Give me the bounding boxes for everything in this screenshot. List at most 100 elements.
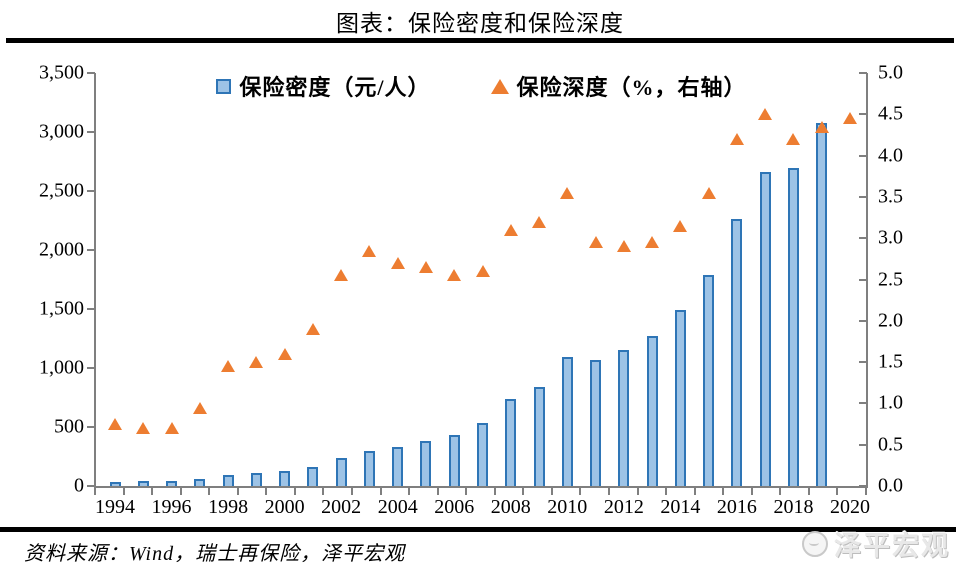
left-axis-tick-label: 2,000 — [39, 238, 84, 261]
right-axis-line — [866, 73, 868, 488]
left-axis-tick — [87, 367, 95, 369]
left-axis-tick-label: 1,000 — [39, 356, 84, 379]
x-axis-tick — [293, 488, 296, 495]
x-axis-tick-label: 2006 — [434, 496, 475, 518]
x-axis-tick — [94, 488, 96, 495]
density-bar — [561, 357, 573, 486]
x-axis-tick — [236, 488, 239, 495]
depth-marker — [418, 261, 433, 274]
zeping-logo-icon — [802, 530, 828, 557]
right-axis-tick-label: 5.0 — [878, 61, 903, 84]
depth-marker — [334, 269, 349, 282]
x-axis-tick — [122, 488, 125, 495]
depth-marker — [729, 133, 744, 146]
left-axis-tick-label: 2,500 — [39, 179, 84, 202]
depth-marker — [560, 186, 575, 199]
legend-item-depth: 保险深度（%，右轴） — [490, 70, 747, 102]
density-bar — [194, 478, 206, 486]
density-bar — [759, 172, 771, 486]
depth-marker — [221, 360, 236, 373]
density-bar — [477, 422, 488, 486]
right-axis-tick — [859, 237, 867, 240]
right-axis-tick-label: 3.0 — [878, 226, 903, 249]
density-bar — [109, 482, 121, 486]
depth-marker — [164, 422, 179, 435]
x-axis-tick — [836, 488, 839, 495]
right-axis-tick-label: 3.5 — [878, 185, 903, 208]
right-axis-tick — [859, 195, 867, 198]
x-axis-tick-label: 2020 — [830, 496, 870, 518]
x-axis-tick — [179, 488, 182, 495]
depth-marker — [532, 215, 547, 228]
source-note: 资料来源：Wind，瑞士再保险，泽平宏观 — [24, 543, 406, 565]
x-axis-tick — [351, 488, 353, 495]
watermark: 泽平宏观 — [802, 524, 950, 563]
x-axis-tick — [608, 488, 610, 495]
density-bar — [392, 447, 404, 486]
density-bar — [533, 386, 545, 486]
right-axis-tick — [859, 402, 867, 405]
depth-marker — [814, 120, 829, 133]
left-axis-tick — [87, 249, 95, 251]
depth-marker — [390, 256, 405, 269]
density-bar — [448, 435, 460, 486]
bottom-divider-line — [0, 527, 956, 532]
left-axis-tick — [87, 426, 95, 428]
density-bar — [674, 310, 686, 486]
depth-marker — [447, 269, 462, 282]
x-axis-tick — [550, 488, 553, 495]
top-divider-line — [6, 38, 954, 43]
x-axis-tick — [408, 488, 411, 495]
x-axis-tick — [465, 488, 468, 495]
depth-marker — [305, 323, 320, 336]
x-axis-tick — [579, 488, 582, 495]
depth-marker — [192, 401, 207, 414]
x-axis-tick — [208, 488, 211, 495]
depth-marker — [108, 418, 122, 431]
density-bar — [420, 441, 432, 486]
x-axis-tick — [322, 488, 325, 495]
density-bar — [279, 470, 291, 486]
x-axis-tick — [750, 488, 753, 495]
chart-title: 图表：保险密度和保险深度 — [336, 11, 624, 36]
depth-marker — [673, 219, 688, 232]
density-bar — [731, 219, 743, 486]
left-axis-tick — [87, 131, 95, 133]
right-axis-tick — [859, 485, 867, 487]
x-axis-tick — [379, 488, 382, 495]
x-axis-tick-label: 2014 — [660, 496, 701, 518]
right-axis-tick-label: 0.5 — [878, 433, 903, 456]
density-bar — [166, 480, 178, 486]
watermark-text: 泽平宏观 — [834, 531, 950, 561]
x-axis-tick — [636, 488, 639, 495]
depth-legend-label: 保险深度（%，右轴） — [516, 75, 747, 100]
depth-marker — [588, 236, 603, 249]
depth-marker — [249, 356, 264, 369]
depth-marker — [616, 240, 631, 253]
right-axis-tick — [859, 113, 867, 116]
x-axis-tick — [865, 488, 867, 495]
x-axis-tick-label: 1996 — [151, 496, 192, 518]
left-axis-tick — [87, 308, 95, 310]
right-axis-tick-label: 1.0 — [878, 391, 903, 414]
x-axis-tick — [151, 488, 154, 495]
x-axis-tick-label: 2012 — [603, 496, 644, 518]
right-axis-tick-label: 1.5 — [878, 350, 903, 373]
depth-marker — [786, 133, 801, 146]
left-axis-tick-label: 0 — [74, 474, 84, 497]
x-axis-tick-label: 2004 — [377, 496, 418, 518]
left-axis-line — [94, 73, 96, 488]
x-axis-tick — [493, 488, 496, 495]
depth-legend-swatch-icon — [490, 78, 509, 94]
x-axis-tick — [665, 488, 668, 495]
density-bar — [816, 122, 828, 486]
x-axis-tick — [436, 488, 439, 495]
density-bar — [646, 335, 658, 486]
left-axis-tick-label: 500 — [54, 415, 84, 438]
depth-marker — [758, 108, 773, 121]
right-axis-tick — [859, 319, 867, 322]
density-legend-swatch-icon — [216, 78, 232, 94]
x-axis-tick — [693, 488, 696, 495]
x-axis-tick-label: 2002 — [321, 496, 362, 518]
right-axis-tick-label: 2.0 — [878, 309, 903, 332]
